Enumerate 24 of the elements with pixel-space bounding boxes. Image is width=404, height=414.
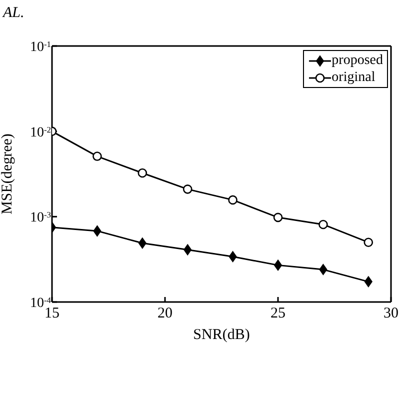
y-tick-label: 10$^{-2}$ [30, 124, 51, 140]
point [318, 220, 328, 230]
point [93, 225, 102, 236]
y-tick-label: 10$^{-3}$ [30, 210, 51, 226]
point [228, 251, 237, 262]
x-axis-title: SNR(dB) [193, 327, 250, 343]
point [184, 244, 192, 256]
point [92, 152, 102, 161]
point [319, 264, 328, 276]
y-axis-title: MSE(degree) [0, 134, 16, 214]
x-tick-label: 30 [384, 306, 398, 322]
text: AL. [3, 4, 26, 23]
point [228, 195, 238, 205]
point [182, 184, 192, 194]
x-tick-label: 20 [158, 306, 172, 322]
point [273, 212, 283, 222]
x-tick-label: 25 [270, 306, 286, 322]
point [138, 238, 146, 249]
legend-label: proposed [332, 52, 383, 69]
point [364, 238, 374, 248]
point [138, 168, 148, 178]
legend-label: original [332, 69, 376, 86]
y-tick-label: 10$^{-1}$ [30, 40, 51, 55]
point [364, 276, 372, 288]
